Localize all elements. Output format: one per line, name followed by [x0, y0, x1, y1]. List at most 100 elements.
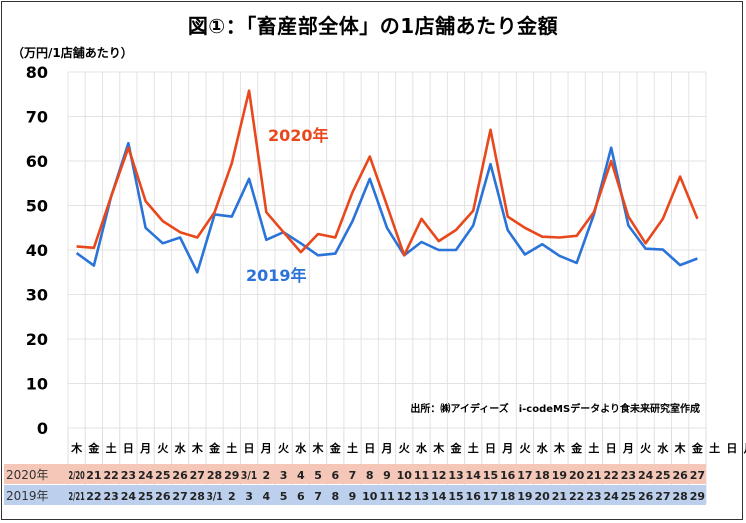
weekday-label: 土: [468, 441, 479, 455]
weekday-label: 日: [606, 442, 617, 455]
weekday-label: 月: [622, 442, 634, 455]
date-label: 13: [448, 469, 463, 482]
date-label: 25: [655, 469, 670, 482]
date-label: 21: [86, 469, 101, 482]
date-label: 6: [331, 469, 339, 482]
date-label: 3/1: [241, 469, 257, 482]
date-label: 14: [466, 469, 482, 482]
date-row-background: [4, 485, 706, 505]
y-tick-label: 70: [26, 108, 48, 127]
date-label: 24: [604, 490, 620, 503]
weekday-label: 日: [726, 442, 737, 455]
date-label: 26: [672, 469, 688, 482]
date-label: 11: [379, 490, 394, 503]
date-label: 12: [431, 469, 446, 482]
date-label: 12: [397, 490, 412, 503]
weekday-label: 火: [399, 442, 411, 455]
weekday-label: 水: [657, 441, 669, 455]
y-tick-label: 10: [26, 375, 48, 394]
weekday-label: 木: [432, 441, 445, 455]
series-label-2020: 2020年: [268, 126, 329, 145]
weekday-label: 月: [139, 442, 151, 455]
date-label: 22: [604, 469, 619, 482]
date-label: 28: [672, 490, 687, 503]
date-label: 22: [103, 469, 118, 482]
date-label: 27: [655, 490, 670, 503]
weekday-label: 木: [674, 441, 687, 455]
weekday-label: 月: [260, 442, 272, 455]
date-label: 27: [190, 469, 205, 482]
date-label: 13: [414, 490, 429, 503]
date-label: 7: [349, 469, 357, 482]
date-label: 10: [397, 469, 413, 482]
date-label: 15: [448, 490, 463, 503]
source-note: 出所：㈱アイディーズ i-codeMSデータより食未来研究室作成: [410, 402, 700, 415]
date-label: 20: [569, 469, 585, 482]
weekday-label: 土: [588, 441, 599, 455]
weekday-label: 日: [123, 442, 134, 455]
date-label: 5: [314, 469, 322, 482]
date-label: 3/1: [206, 490, 222, 503]
weekday-label: 日: [364, 442, 375, 455]
weekday-label: 土: [226, 441, 237, 455]
date-label: 25: [155, 469, 170, 482]
date-label: 17: [517, 469, 532, 482]
date-label: 23: [586, 490, 601, 503]
date-label: 4: [262, 490, 270, 503]
weekday-label: 火: [640, 442, 652, 455]
date-label: 3: [245, 490, 253, 503]
date-label: 11: [414, 469, 429, 482]
weekday-label: 金: [449, 441, 462, 455]
date-row-year-label: 2019年: [6, 489, 49, 503]
weekday-label: 金: [329, 441, 342, 455]
date-label: 5: [280, 490, 288, 503]
date-label: 28: [190, 490, 205, 503]
y-tick-label: 80: [26, 63, 48, 82]
weekday-label: 金: [570, 441, 583, 455]
weekday-label: 月: [501, 442, 513, 455]
date-label: 29: [690, 490, 705, 503]
date-label: 27: [172, 490, 187, 503]
chart-title: 図①：「畜産部全体」の1店舗あたり金額: [187, 14, 559, 38]
y-tick-label: 30: [26, 286, 48, 305]
date-label: 29: [224, 469, 239, 482]
date-label: 7: [314, 490, 322, 503]
date-label: 14: [431, 490, 447, 503]
date-label: 24: [138, 469, 154, 482]
date-label: 23: [103, 490, 118, 503]
date-label: 2/20: [69, 469, 85, 482]
weekday-label: 火: [157, 442, 169, 455]
date-label: 2: [262, 469, 270, 482]
date-label: 9: [349, 490, 357, 503]
date-label: 18: [535, 469, 550, 482]
date-label: 25: [621, 490, 636, 503]
date-label: 8: [331, 490, 339, 503]
weekday-label: 火: [519, 442, 531, 455]
weekday-label: 水: [537, 441, 549, 455]
date-label: 28: [207, 469, 222, 482]
weekday-label: 土: [106, 441, 117, 455]
weekday-label: 木: [70, 441, 83, 455]
date-label: 2: [228, 490, 236, 503]
weekday-label: 水: [295, 441, 307, 455]
weekday-label: 日: [244, 442, 255, 455]
date-label: 24: [121, 490, 137, 503]
date-row-background: [4, 464, 706, 484]
weekday-label: 火: [278, 442, 290, 455]
date-label: 9: [383, 469, 391, 482]
weekday-label: 木: [553, 441, 566, 455]
weekday-label: 金: [208, 441, 221, 455]
date-label: 19: [517, 490, 532, 503]
series-line-2020: [76, 89, 699, 257]
date-label: 24: [638, 469, 654, 482]
date-row-year-label: 2020年: [6, 468, 49, 482]
date-label: 23: [121, 469, 136, 482]
weekday-label: 土: [347, 441, 358, 455]
date-label: 22: [86, 490, 101, 503]
y-tick-label: 40: [26, 241, 48, 260]
weekday-label: 水: [416, 441, 428, 455]
weekday-label: 木: [312, 441, 325, 455]
weekday-label: 月: [743, 442, 746, 455]
y-tick-label: 0: [37, 419, 48, 438]
